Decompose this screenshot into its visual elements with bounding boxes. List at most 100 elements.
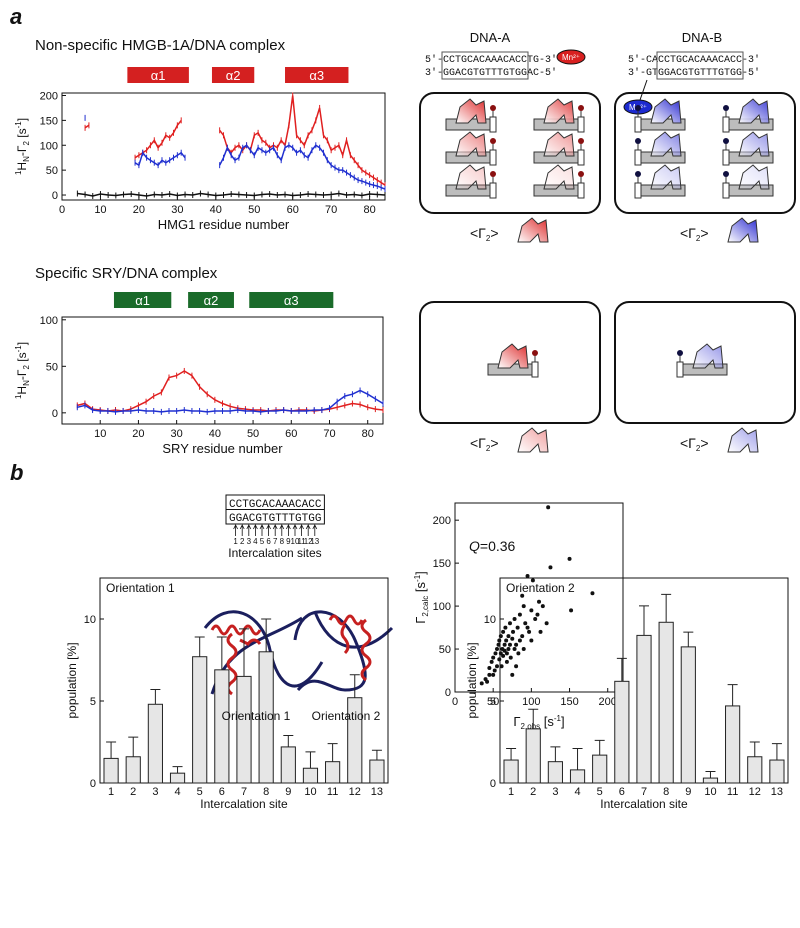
label-part: -Γ — [15, 145, 29, 156]
complex-icon — [676, 343, 728, 378]
scatter-point — [501, 629, 506, 634]
scatter-point — [492, 668, 497, 673]
x-tick-label: 0 — [59, 204, 65, 216]
x-tick-label: 12 — [349, 786, 361, 798]
scatter-point — [504, 638, 509, 643]
label-part: ] — [15, 118, 29, 121]
scatter-point — [520, 634, 525, 639]
sequence-box — [441, 51, 529, 80]
complex-icon — [445, 164, 497, 199]
helix — [285, 67, 349, 83]
label-part: 2 — [22, 141, 31, 146]
x-tick-label: 7 — [241, 786, 247, 798]
scatter-point — [495, 664, 499, 669]
scatter-point — [514, 664, 519, 669]
scatter-point — [530, 578, 535, 583]
label-part: <Γ — [680, 225, 696, 241]
average-icon — [727, 217, 759, 243]
site-arrow — [253, 524, 258, 536]
label-part: Γ — [513, 714, 520, 729]
dna-end — [531, 361, 539, 378]
x-tick-label: 100 — [522, 696, 540, 708]
scatter-point — [507, 642, 512, 647]
dna-end — [634, 149, 642, 166]
y-tick-label: 50 — [46, 165, 58, 177]
pin-head — [578, 138, 584, 144]
protein — [692, 343, 724, 369]
label-part: N — [22, 156, 31, 162]
protein — [543, 131, 575, 157]
x-tick-label: 30 — [171, 204, 183, 216]
y-tick-label: 200 — [40, 90, 58, 102]
pin-head — [635, 105, 641, 111]
y-tick-label: 0 — [490, 778, 496, 790]
x-axis-label: Intercalation site — [600, 797, 688, 811]
complex-icon — [634, 98, 686, 133]
scatter-point — [546, 505, 551, 510]
dna-end — [722, 182, 730, 199]
sequence-box — [656, 51, 744, 80]
bar — [169, 772, 186, 784]
x-tick-label: 7 — [641, 786, 647, 798]
pin-head — [723, 171, 729, 177]
strand: 5'-CACCTGCACAAACACC-3' — [628, 54, 760, 66]
dna-end — [489, 116, 497, 133]
protein — [650, 131, 682, 157]
protein — [543, 164, 575, 190]
x-tick-label: 5 — [597, 786, 603, 798]
helix — [211, 67, 255, 83]
helix-label: α2 — [226, 68, 241, 83]
panel-label: a — [10, 4, 22, 29]
x-axis-label: Γ2,obs [s-1] — [513, 714, 564, 731]
x-tick-label: 8 — [263, 786, 269, 798]
complex-icon — [487, 343, 539, 378]
scatter-point — [508, 655, 513, 660]
x-tick-label: 40 — [209, 428, 221, 440]
site-number: 3 — [247, 537, 252, 546]
x-tick-label: 1 — [108, 786, 114, 798]
ion — [556, 49, 586, 65]
y-tick-label: 5 — [90, 696, 96, 708]
label-part: 2,obs — [521, 722, 541, 731]
orientation-label: Orientation 1 — [222, 709, 291, 723]
label-part: ] — [15, 342, 29, 345]
site-arrow — [286, 524, 291, 536]
protein — [738, 131, 770, 157]
scatter-point — [520, 593, 525, 598]
y-tick-label: 150 — [433, 558, 451, 570]
site-number: 12 — [304, 537, 313, 546]
x-tick-label: 6 — [219, 786, 225, 798]
y-tick-label: 0 — [445, 687, 451, 699]
protein — [738, 98, 770, 124]
error-bar — [683, 631, 694, 647]
dna-end — [577, 116, 585, 133]
scatter-point — [485, 679, 490, 684]
label-part: > — [490, 435, 498, 451]
scatter-point — [493, 651, 498, 656]
y-tick-label: 150 — [40, 115, 58, 127]
scatter-point — [529, 608, 534, 613]
scatter-point — [479, 681, 484, 686]
error-bar — [216, 636, 227, 670]
site-arrow — [299, 524, 304, 536]
scatter-point — [525, 625, 530, 630]
error-bar — [550, 746, 561, 762]
pin-head — [635, 171, 641, 177]
x-tick-label: 12 — [749, 786, 761, 798]
site-arrow — [279, 524, 285, 536]
error-bar — [572, 748, 583, 770]
y-tick-label: 100 — [40, 315, 58, 327]
protein — [497, 343, 529, 369]
x-tick-label: 10 — [94, 204, 106, 216]
bar — [325, 761, 341, 784]
y-axis-label: population [%] — [65, 642, 79, 718]
error-bar — [150, 689, 161, 705]
dna-title: DNA-A — [470, 30, 511, 45]
label-part: =0.36 — [480, 538, 516, 554]
label-part: <Γ — [470, 225, 486, 241]
error-bar — [261, 618, 272, 652]
scatter-point — [507, 621, 512, 626]
bar — [702, 777, 719, 784]
error-bar — [594, 739, 605, 756]
